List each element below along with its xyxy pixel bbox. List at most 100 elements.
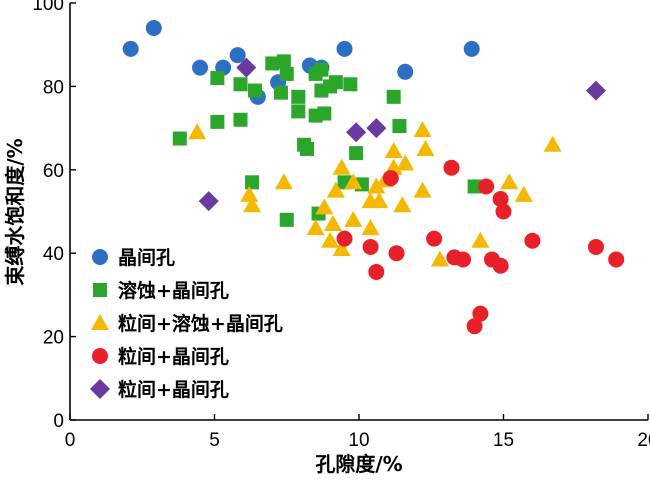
series-2-points bbox=[188, 121, 562, 267]
data-point bbox=[443, 159, 460, 176]
data-point bbox=[585, 80, 606, 101]
data-point bbox=[492, 257, 509, 274]
legend-item: 粒间+晶间孔 bbox=[90, 378, 229, 401]
legend-marker bbox=[90, 379, 110, 399]
series-3-points bbox=[336, 159, 625, 335]
data-point bbox=[279, 212, 294, 227]
legend-label: 粒间+晶间孔 bbox=[118, 378, 229, 401]
y-tick-label: 20 bbox=[43, 328, 64, 349]
series-1-points bbox=[172, 54, 482, 227]
data-point bbox=[455, 251, 472, 268]
data-point bbox=[336, 40, 353, 57]
legend-item: 晶间孔 bbox=[92, 247, 175, 269]
data-point bbox=[416, 139, 435, 156]
data-point bbox=[336, 230, 353, 247]
data-point bbox=[467, 179, 482, 194]
data-point bbox=[396, 154, 415, 171]
data-point bbox=[382, 170, 399, 187]
data-point bbox=[265, 56, 280, 71]
data-point bbox=[386, 89, 401, 104]
series-4-points bbox=[198, 57, 606, 212]
legend-item: 粒间+晶间孔 bbox=[92, 345, 229, 368]
data-point bbox=[233, 112, 248, 127]
x-tick-label: 10 bbox=[348, 430, 369, 451]
legend-label: 粒间+晶间孔 bbox=[118, 345, 229, 368]
data-point bbox=[514, 185, 533, 202]
data-point bbox=[323, 215, 342, 232]
data-point bbox=[188, 123, 207, 140]
data-point bbox=[314, 62, 329, 77]
data-point bbox=[229, 47, 246, 64]
data-point bbox=[349, 146, 364, 161]
data-point bbox=[233, 77, 248, 92]
legend-marker bbox=[92, 348, 108, 364]
data-point bbox=[236, 57, 257, 78]
data-point bbox=[492, 190, 509, 207]
data-point bbox=[317, 106, 332, 121]
data-point bbox=[192, 59, 209, 76]
legend-label: 粒间+溶蚀+晶间孔 bbox=[118, 312, 283, 335]
data-point bbox=[299, 141, 314, 156]
legend-item: 粒间+溶蚀+晶间孔 bbox=[91, 312, 283, 335]
data-point bbox=[291, 104, 306, 119]
x-tick-label: 0 bbox=[65, 430, 76, 451]
data-point bbox=[210, 114, 225, 129]
data-point bbox=[346, 122, 367, 143]
data-point bbox=[413, 181, 432, 198]
data-point bbox=[245, 175, 260, 190]
legend-label: 晶间孔 bbox=[118, 247, 175, 269]
data-point bbox=[472, 305, 489, 322]
data-point bbox=[343, 77, 358, 92]
data-point bbox=[471, 231, 490, 248]
data-point bbox=[243, 196, 262, 213]
data-point bbox=[362, 238, 379, 255]
data-point bbox=[495, 203, 512, 220]
x-axis-title: 孔隙度/% bbox=[315, 452, 402, 476]
data-point bbox=[430, 250, 449, 267]
legend-marker bbox=[93, 283, 107, 297]
data-point bbox=[370, 192, 389, 209]
data-point bbox=[326, 181, 345, 198]
data-point bbox=[388, 245, 405, 262]
data-point bbox=[392, 119, 407, 134]
data-point bbox=[210, 71, 225, 86]
data-point bbox=[524, 232, 541, 249]
x-tick-label: 20 bbox=[637, 430, 650, 451]
legend-marker bbox=[91, 314, 109, 330]
data-point bbox=[384, 142, 403, 159]
data-point bbox=[276, 54, 291, 69]
data-point bbox=[344, 210, 363, 227]
data-point bbox=[368, 263, 385, 280]
data-point bbox=[344, 173, 363, 190]
data-point bbox=[172, 131, 187, 146]
data-point bbox=[315, 198, 334, 215]
x-tick-label: 15 bbox=[493, 430, 514, 451]
data-point bbox=[367, 177, 386, 194]
legend-label: 溶蚀+晶间孔 bbox=[118, 279, 229, 302]
data-point bbox=[543, 135, 562, 152]
y-tick-label: 60 bbox=[43, 161, 64, 182]
data-point bbox=[273, 85, 288, 100]
data-point bbox=[198, 191, 219, 212]
data-point bbox=[321, 231, 340, 248]
data-point bbox=[466, 318, 483, 335]
data-point bbox=[500, 173, 519, 190]
data-point bbox=[328, 75, 343, 90]
data-point bbox=[463, 40, 480, 57]
data-point bbox=[393, 196, 412, 213]
data-point bbox=[122, 40, 139, 57]
legend-marker bbox=[92, 249, 108, 265]
data-point bbox=[587, 238, 604, 255]
data-point bbox=[361, 219, 380, 236]
data-point bbox=[426, 230, 443, 247]
data-point bbox=[145, 20, 162, 37]
data-point bbox=[332, 240, 351, 257]
y-tick-label: 100 bbox=[32, 0, 64, 15]
x-tick-label: 5 bbox=[209, 430, 220, 451]
data-point bbox=[291, 89, 306, 104]
data-point bbox=[366, 118, 387, 139]
data-point bbox=[274, 173, 293, 190]
data-point bbox=[240, 185, 259, 202]
